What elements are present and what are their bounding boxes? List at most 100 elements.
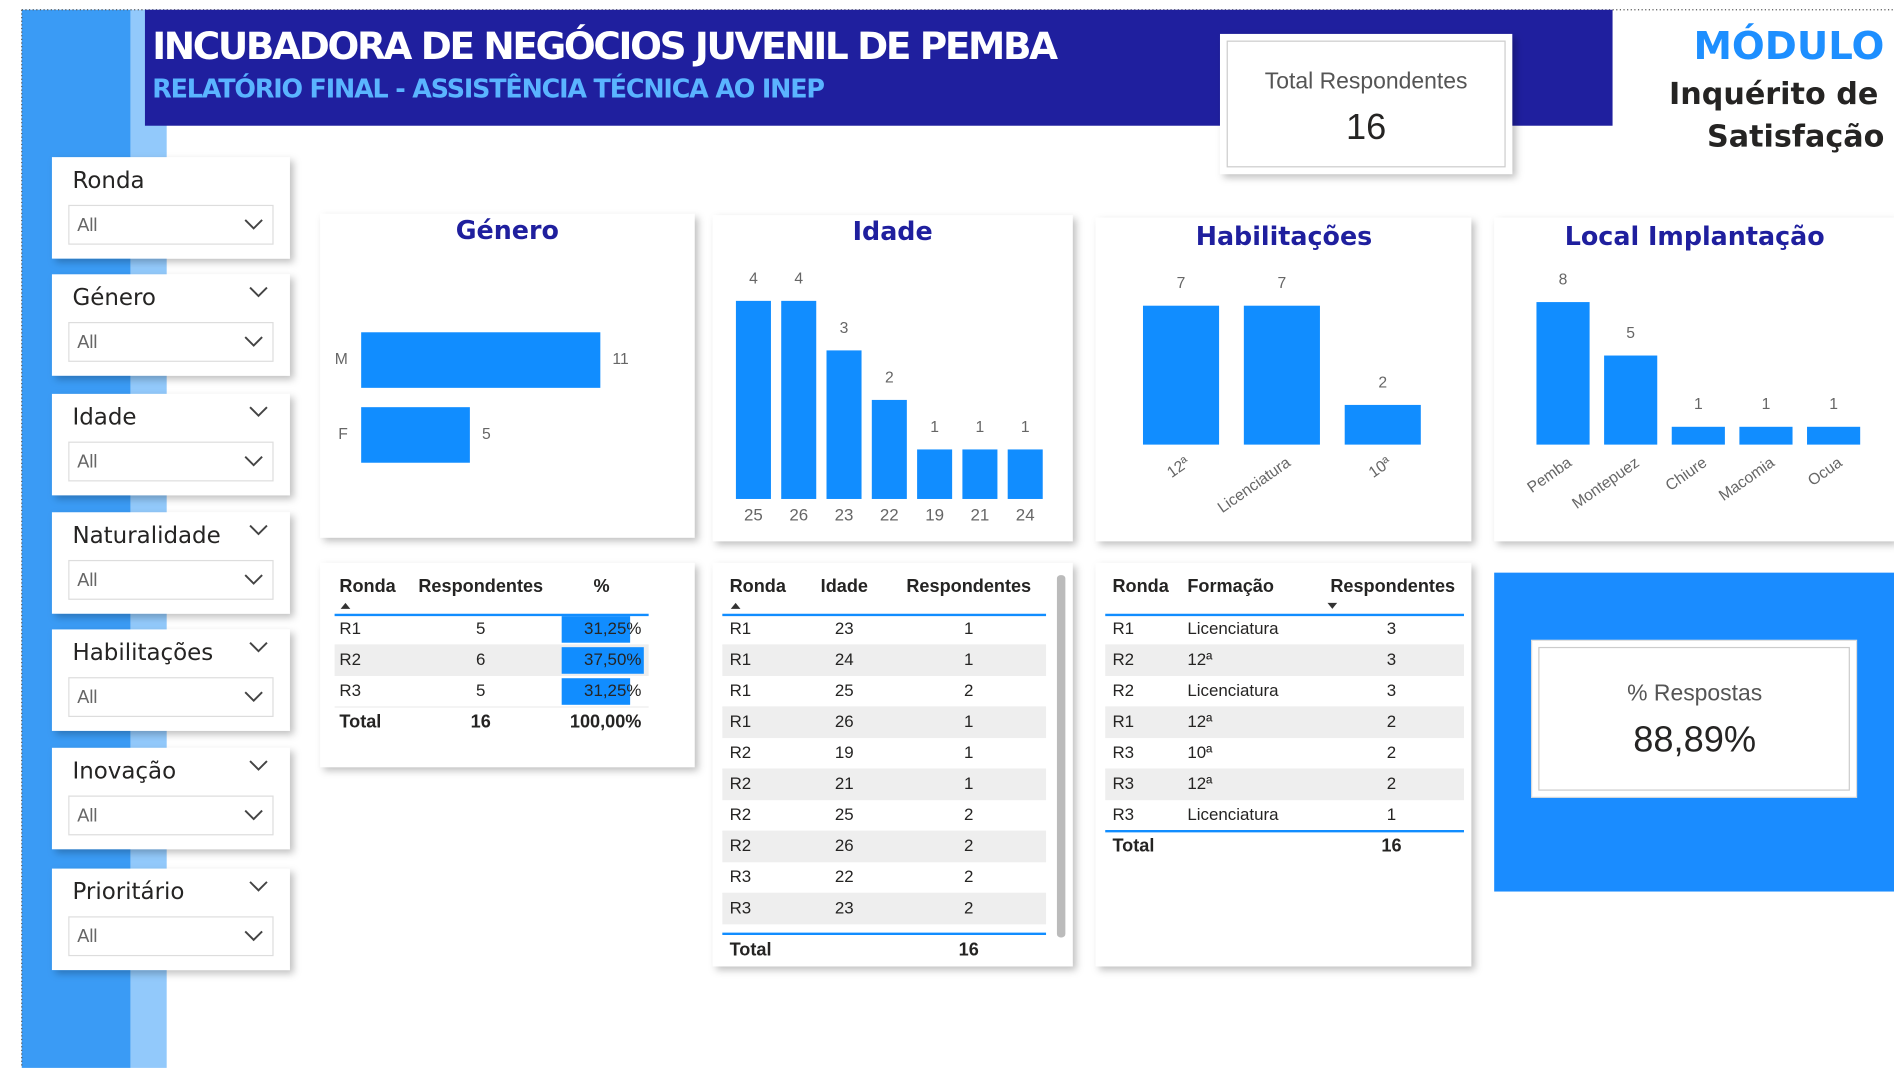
cell: 5 <box>476 681 485 700</box>
column-header: Respondentes <box>906 576 1031 596</box>
bar <box>1007 449 1043 499</box>
header-subtitle: RELATÓRIO FINAL - ASSISTÊNCIA TÉCNICA AO… <box>152 74 825 104</box>
column-header: Formação <box>1187 576 1274 596</box>
bar <box>1671 426 1725 445</box>
bar <box>361 407 470 463</box>
total-cell: 16 <box>471 711 491 731</box>
data-label: 3 <box>840 320 849 337</box>
scrollbar[interactable] <box>1056 575 1066 938</box>
cell: R2 <box>730 774 752 793</box>
chart-title: Idade <box>853 216 933 246</box>
slicer-dropdown[interactable] <box>68 677 274 717</box>
data-label: 1 <box>1829 396 1838 413</box>
cell: 24 <box>835 650 854 669</box>
slicer-value: All <box>77 805 97 825</box>
slicer-value: All <box>77 570 97 590</box>
chevron <box>244 691 263 703</box>
category-label: 22 <box>880 505 899 524</box>
chevron <box>244 336 263 347</box>
cell: R2 <box>730 743 752 762</box>
cell: 22 <box>835 867 854 886</box>
cell: Licenciatura <box>1187 805 1279 824</box>
bar <box>1739 426 1793 445</box>
column-header: Respondentes <box>418 576 543 596</box>
cell: R3 <box>1112 774 1134 793</box>
data-label: 7 <box>1177 275 1186 292</box>
slicer-dropdown[interactable] <box>68 559 274 600</box>
card-label: Total Respondentes <box>1265 67 1468 93</box>
cell: 1 <box>964 712 973 731</box>
bar <box>735 300 771 499</box>
chevron <box>244 456 263 467</box>
slicer-label: Naturalidade <box>72 523 220 549</box>
slicer-dropdown[interactable] <box>68 322 274 362</box>
bar <box>1344 404 1421 445</box>
cell: R1 <box>1112 712 1134 731</box>
module-line: Satisfação <box>1707 119 1884 154</box>
chevron <box>244 930 263 942</box>
slicer-dropdown[interactable] <box>68 204 274 245</box>
table-panel <box>1095 562 1472 967</box>
total-cell: Total <box>730 940 772 960</box>
slicer-dropdown[interactable] <box>68 916 274 957</box>
module-title: MÓDULO <box>1693 22 1884 69</box>
cell: R1 <box>730 712 752 731</box>
data-label: 1 <box>1694 396 1703 413</box>
cell: R2 <box>1112 650 1134 669</box>
column-header: Ronda <box>730 576 787 596</box>
chart-title: Género <box>456 215 559 245</box>
slicer-label: Habilitações <box>72 640 213 666</box>
column-header: % <box>593 576 609 596</box>
total-cell: 16 <box>959 940 979 960</box>
cell: 31,25% <box>584 681 641 700</box>
cell: Licenciatura <box>1187 619 1279 638</box>
cell: 2 <box>1387 712 1396 731</box>
cell: R2 <box>339 650 361 669</box>
bar <box>1604 355 1658 445</box>
bar <box>1807 426 1861 445</box>
data-label: 8 <box>1559 271 1568 288</box>
card-border <box>1226 40 1506 168</box>
row-band <box>722 644 1047 676</box>
slicer-dropdown[interactable] <box>68 795 274 836</box>
chevron <box>249 881 268 892</box>
module-line: Inquérito de <box>1669 77 1878 112</box>
cell: 1 <box>1387 805 1396 824</box>
data-label: 1 <box>976 419 985 436</box>
cell: 2 <box>964 805 973 824</box>
cell: Licenciatura <box>1187 681 1279 700</box>
chevron <box>244 574 263 585</box>
total-cell: Total <box>339 711 381 731</box>
chevron <box>249 760 268 771</box>
data-bar <box>561 616 631 643</box>
slicer-value: All <box>77 687 97 707</box>
data-label: 7 <box>1278 275 1287 292</box>
cell: 1 <box>964 743 973 762</box>
bar <box>1243 305 1320 445</box>
bar <box>1536 302 1590 445</box>
cell: 6 <box>476 650 485 669</box>
category-label: M <box>335 351 348 368</box>
cell: 25 <box>835 805 854 824</box>
header-title: INCUBADORA DE NEGÓCIOS JUVENIL DE PEMBA <box>152 24 1058 68</box>
category-label: 21 <box>971 505 990 524</box>
cell: 12ª <box>1187 650 1213 669</box>
total-cell: 16 <box>1381 836 1401 856</box>
cell: 21 <box>835 774 854 793</box>
chevron <box>249 524 268 536</box>
cell: 2 <box>964 867 973 886</box>
row-band <box>722 831 1047 863</box>
cell: 3 <box>1387 619 1396 638</box>
cell: 23 <box>835 898 854 917</box>
cell: R2 <box>730 805 752 824</box>
data-label: 1 <box>930 419 939 436</box>
slicer-dropdown[interactable] <box>68 441 274 482</box>
category-label: 24 <box>1016 505 1035 524</box>
data-label: 2 <box>885 369 894 386</box>
card-border <box>1538 646 1850 791</box>
column-header: Ronda <box>1112 576 1169 596</box>
card <box>1531 639 1858 798</box>
bar <box>826 350 862 499</box>
data-label: 11 <box>612 351 628 368</box>
